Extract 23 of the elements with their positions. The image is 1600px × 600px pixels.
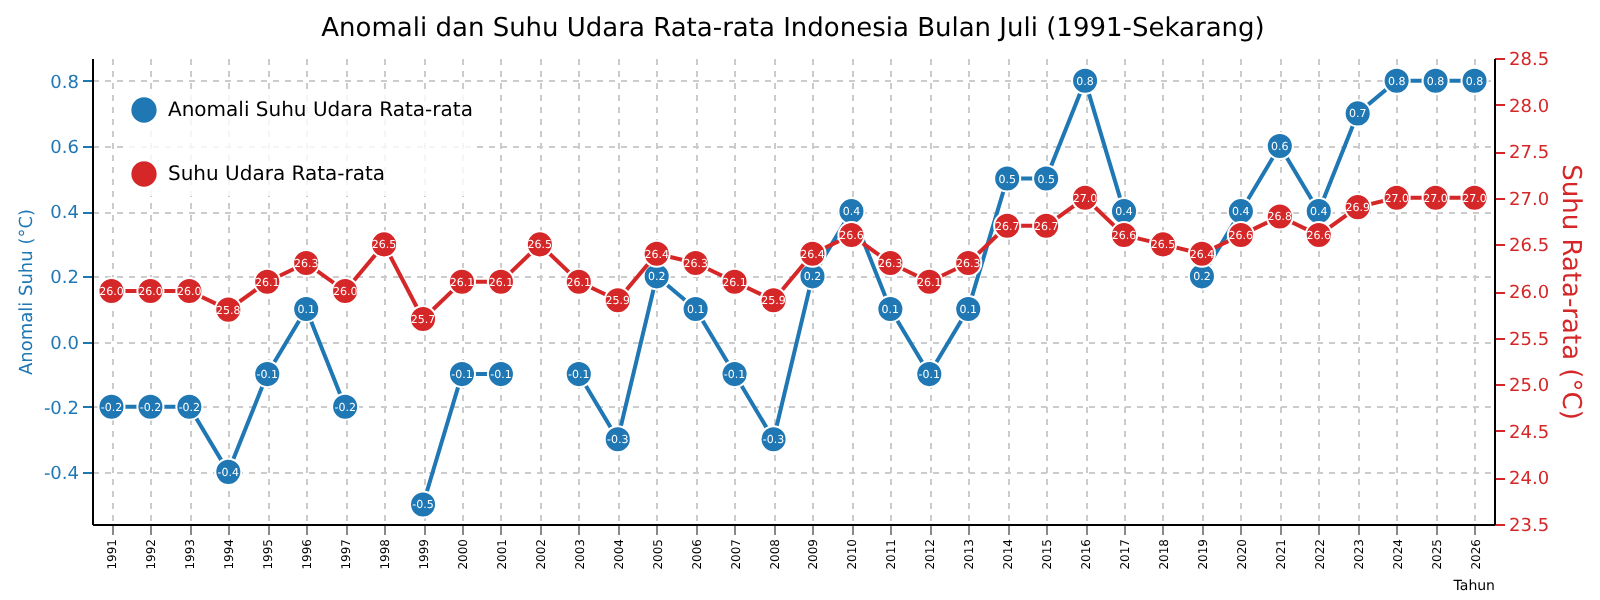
y2-tick-label: 25.0	[1509, 377, 1550, 398]
y-tick-label: 0.8	[50, 73, 80, 94]
y2-tick-label: 27.5	[1509, 144, 1550, 165]
y2-tick-label: 28.5	[1509, 51, 1550, 71]
y-tick-label: -0.2	[43, 399, 79, 420]
y2-axis-title: Suhu Rata-rata (°C)	[1555, 164, 1586, 420]
chart-title: Anomali dan Suhu Udara Rata-rata Indonesia Bulan Juli (1991-Sekarang)	[321, 14, 1265, 44]
y-tick-label: -0.4	[43, 464, 80, 485]
y-tick-label: 0.4	[50, 204, 80, 225]
y-tick-label: 0.0	[50, 334, 80, 355]
y-tick-label: 0.2	[50, 269, 79, 290]
y-tick-label: 0.6	[50, 138, 80, 159]
y2-tick-label: 26.0	[1509, 284, 1550, 304]
y2-tick-label: 24.0	[1509, 470, 1550, 491]
y2-tick-label: 25.5	[1509, 330, 1550, 351]
y2-tick-label: 24.5	[1509, 423, 1550, 444]
y2-tick-label: 27.0	[1509, 190, 1550, 211]
legend-label: Anomali Suhu Udara Rata-rata	[168, 100, 473, 122]
y2-tick-label: 26.5	[1509, 237, 1550, 258]
legend-label: Suhu Udara Rata-rata	[168, 164, 386, 186]
y2-tick-label: 28.0	[1509, 97, 1550, 118]
y-axis-title: Anomali Suhu (°C)	[17, 208, 38, 376]
y2-tick-label: 23.5	[1509, 517, 1550, 537]
